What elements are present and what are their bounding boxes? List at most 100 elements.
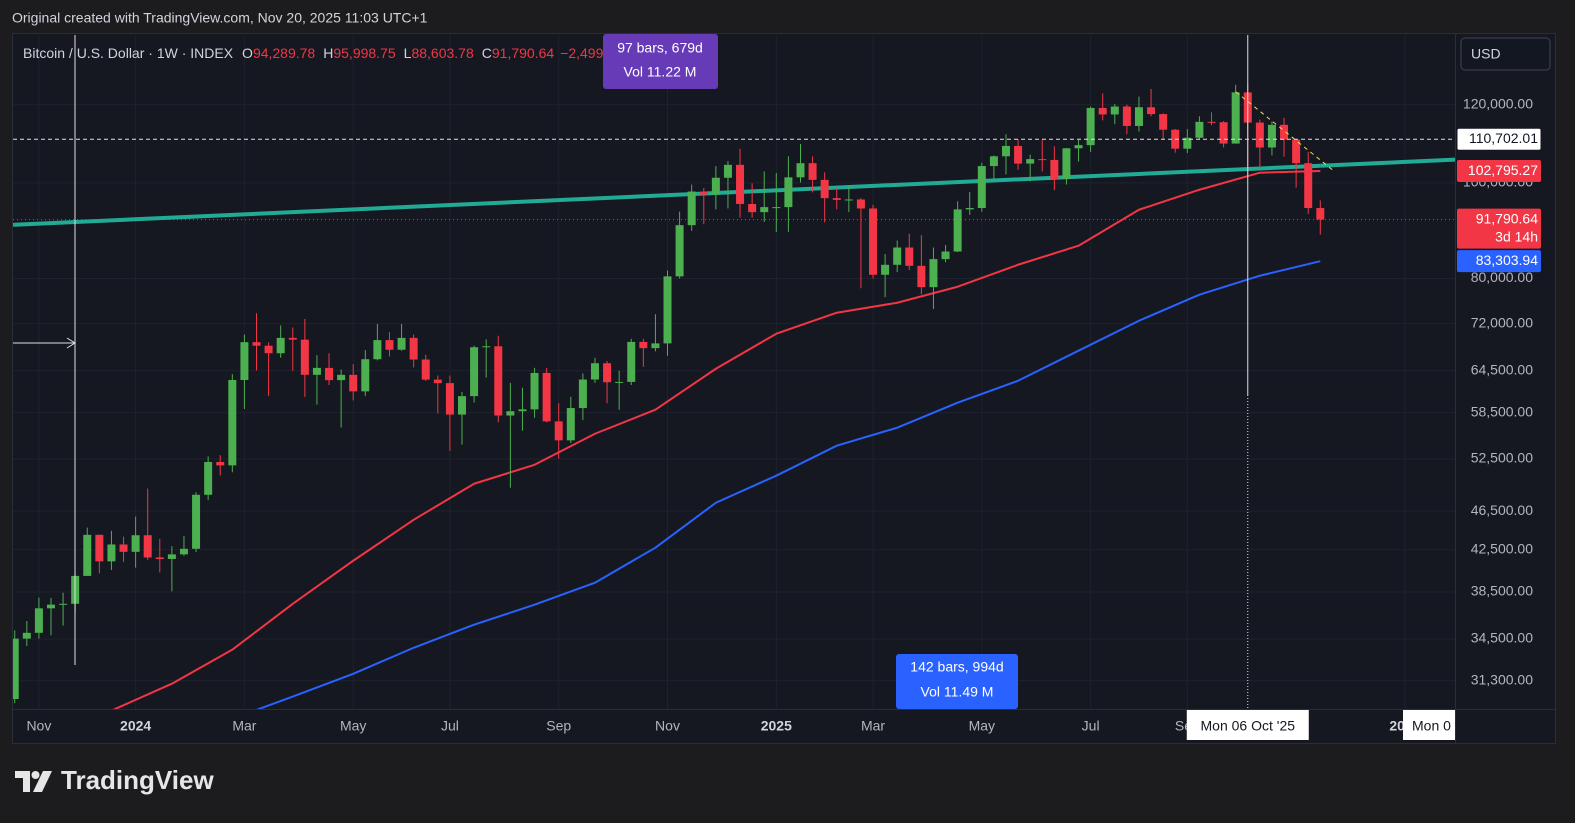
candle-body	[905, 247, 914, 266]
candle-body	[228, 380, 237, 466]
candle-body	[445, 383, 454, 415]
candle-body	[373, 340, 382, 360]
x-tick-label: Nov	[655, 718, 680, 734]
date-label: Mon 0	[1412, 718, 1451, 734]
candle-body	[832, 198, 841, 200]
candle-body	[1231, 92, 1240, 144]
y-tick-label: 52,500.00	[1471, 450, 1533, 466]
last-price-tag-bg	[1457, 208, 1541, 249]
logo-mark	[33, 771, 52, 792]
candle-body	[748, 203, 757, 213]
candle-body	[663, 276, 672, 344]
candle-body	[34, 608, 43, 633]
candle-body	[675, 225, 684, 277]
ma-price-tag: 83,303.94	[1476, 252, 1538, 268]
candle-body	[1134, 107, 1143, 126]
measure-tooltip	[896, 654, 1018, 709]
candle-body	[1062, 148, 1071, 180]
y-tick-label: 31,300.00	[1471, 671, 1533, 687]
candle-body	[699, 191, 708, 195]
candle-body	[1098, 107, 1107, 115]
candle-body	[917, 265, 926, 288]
trendline-extension	[1320, 157, 1455, 168]
candle-body	[711, 177, 720, 195]
measure-volume: Vol 11.49 M	[921, 684, 994, 700]
candle-body	[1207, 121, 1216, 123]
candle-body	[13, 638, 19, 700]
page-header: Original created with TradingView.com, N…	[12, 10, 428, 26]
symbol: Bitcoin / U.S. Dollar · 1W · INDEX	[23, 45, 234, 61]
candle-body	[808, 163, 817, 180]
candle-body	[240, 342, 249, 381]
candle-body	[59, 603, 68, 605]
candle-body	[989, 156, 998, 167]
ma-price-tag-bg	[1457, 250, 1541, 273]
candle-body	[1038, 159, 1047, 161]
candle-body	[518, 409, 527, 412]
candle-body	[542, 372, 551, 422]
candle-body	[22, 632, 31, 639]
candle-body	[1074, 145, 1083, 149]
brand-logo: TradingView	[15, 765, 214, 795]
price-tags: Mon 0 Mon 06 Oct '25 110,702.01 102,795.27…	[1186, 127, 1542, 740]
candle-body	[1255, 122, 1264, 148]
candle-body	[470, 347, 479, 397]
candle-body	[506, 411, 515, 416]
y-tick-label: 120,000.00	[1463, 95, 1533, 111]
candle-body	[856, 199, 865, 209]
candle-body	[554, 421, 563, 441]
candle-body	[179, 548, 188, 555]
candle-body	[1267, 124, 1276, 148]
candle-body	[929, 259, 938, 288]
candle-body	[167, 554, 176, 559]
trendline	[14, 163, 1321, 227]
candle-body	[893, 247, 902, 265]
candle-body	[276, 337, 285, 354]
crosshair-date-bg	[1186, 710, 1309, 740]
candle-body	[1292, 139, 1301, 164]
candle-body	[143, 535, 152, 558]
candle-body	[1086, 107, 1095, 146]
date-label-bg	[1403, 710, 1455, 740]
ohlc-label: C	[482, 45, 492, 61]
candle-body	[252, 342, 261, 346]
candle-body	[421, 359, 430, 380]
candle-body	[458, 396, 467, 415]
candle-body	[433, 379, 442, 384]
candle-body	[736, 164, 745, 204]
y-tick-label: 42,500.00	[1471, 540, 1533, 556]
candle-body	[288, 337, 297, 340]
candle-body	[796, 163, 805, 178]
ohlc-value: 88,603.78	[411, 45, 473, 61]
ohlc-value: 91,790.64	[492, 45, 554, 61]
candle-body	[820, 179, 829, 199]
candle-body	[119, 544, 128, 552]
ohlc-label: H	[323, 45, 333, 61]
candle-body	[566, 408, 575, 441]
ohlc-value: 94,289.78	[253, 45, 315, 61]
candle-body	[1014, 145, 1023, 164]
candle-body	[1050, 159, 1059, 180]
logo-mark	[31, 771, 40, 779]
candle-body	[760, 207, 769, 213]
candle-body	[1147, 107, 1156, 115]
candle-body	[1304, 163, 1313, 209]
currency-button[interactable]	[1460, 37, 1551, 71]
candle-body	[107, 544, 116, 562]
measure-tooltip	[603, 34, 718, 89]
candle-body	[312, 367, 321, 375]
candle-body	[1183, 137, 1192, 149]
candle-body	[784, 177, 793, 208]
plot-area	[13, 83, 1455, 709]
crosshair-price-tag-bg	[1456, 127, 1542, 151]
candle-body	[1122, 106, 1131, 126]
currency: USD	[1471, 46, 1501, 62]
measure-text: 97 bars, 679d	[617, 40, 703, 56]
candle-body	[325, 367, 334, 381]
y-tick-label: 80,000.00	[1471, 269, 1533, 285]
measure-volume: Vol 11.22 M	[624, 64, 697, 80]
candle-body	[627, 341, 636, 382]
x-tick-label: Jul	[441, 718, 459, 734]
x-tick-label: Mar	[861, 718, 885, 734]
